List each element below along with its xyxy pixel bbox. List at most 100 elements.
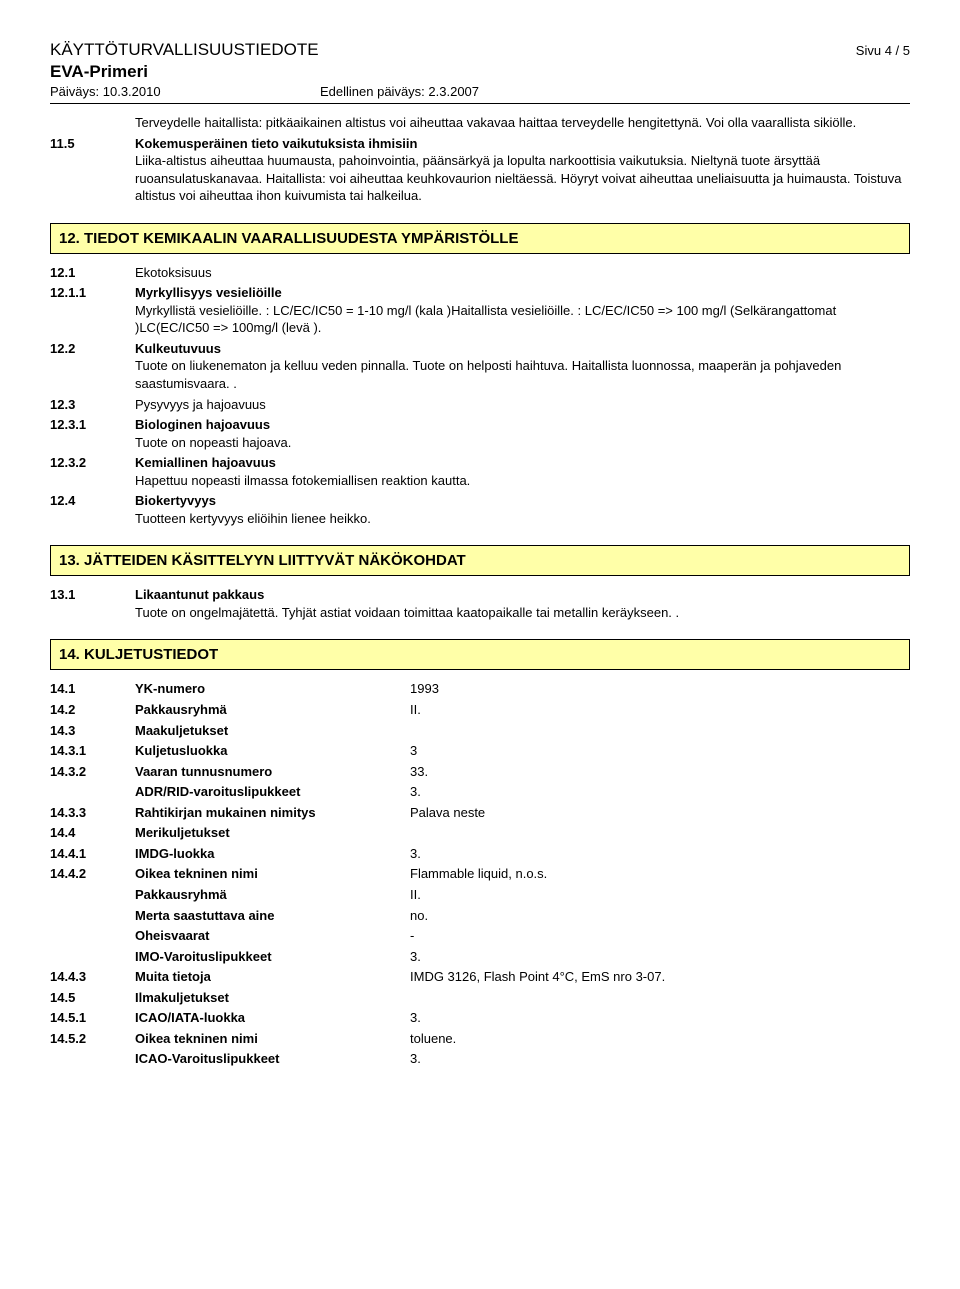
product-name: EVA-Primeri [50, 62, 910, 82]
transport-value [410, 989, 910, 1007]
transport-value: 3 [410, 742, 910, 760]
transport-row: 14.3.2Vaaran tunnusnumero33. [50, 763, 910, 781]
transport-value [410, 722, 910, 740]
transport-value: 33. [410, 763, 910, 781]
section-number: 14.1 [50, 680, 135, 698]
section-12-4-label: Biokertyvyys [135, 492, 910, 510]
section-11-intro-text: Terveydelle haitallista: pitkäaikainen a… [135, 114, 910, 132]
section-number: 12.3.2 [50, 454, 135, 489]
section-number: 14.5.2 [50, 1030, 135, 1048]
transport-row: Oheisvaarat- [50, 927, 910, 945]
section-13-header: 13. JÄTTEIDEN KÄSITTELYYN LIITTYVÄT NÄKÖ… [50, 545, 910, 576]
transport-row: 14.5Ilmakuljetukset [50, 989, 910, 1007]
transport-label: Oikea tekninen nimi [135, 865, 410, 883]
transport-label: Oikea tekninen nimi [135, 1030, 410, 1048]
transport-value: 3. [410, 845, 910, 863]
section-number: 14.2 [50, 701, 135, 719]
section-12-3-label: Pysyvyys ja hajoavuus [135, 396, 910, 414]
section-number: 14.3.2 [50, 763, 135, 781]
transport-row: 14.3.1Kuljetusluokka3 [50, 742, 910, 760]
section-12-3-1-text: Tuote on nopeasti hajoava. [135, 434, 910, 452]
transport-label: ICAO-Varoituslipukkeet [135, 1050, 410, 1068]
transport-value: Palava neste [410, 804, 910, 822]
header-divider [50, 103, 910, 104]
transport-row: PakkausryhmäII. [50, 886, 910, 904]
transport-value: no. [410, 907, 910, 925]
transport-value: 3. [410, 948, 910, 966]
transport-value: II. [410, 886, 910, 904]
section-number: 13.1 [50, 586, 135, 621]
transport-row: IMO-Varoituslipukkeet3. [50, 948, 910, 966]
transport-label: Pakkausryhmä [135, 701, 410, 719]
section-12-4-text: Tuotteen kertyvyys eliöihin lienee heikk… [135, 510, 910, 528]
section-11-5-text: Liika-altistus aiheuttaa huumausta, paho… [135, 152, 910, 205]
section-12-header: 12. TIEDOT KEMIKAALIN VAARALLISUUDESTA Y… [50, 223, 910, 254]
transport-value: 3. [410, 1009, 910, 1027]
section-number: 14.5 [50, 989, 135, 1007]
transport-label: Kuljetusluokka [135, 742, 410, 760]
transport-value: II. [410, 701, 910, 719]
transport-label: ADR/RID-varoituslipukkeet [135, 783, 410, 801]
section-13-1-label: Likaantunut pakkaus [135, 586, 910, 604]
transport-row: 14.4.1IMDG-luokka3. [50, 845, 910, 863]
transport-label: Muita tietoja [135, 968, 410, 986]
section-number: 12.3.1 [50, 416, 135, 451]
section-number: 11.5 [50, 135, 135, 205]
transport-row: 14.4.2Oikea tekninen nimiFlammable liqui… [50, 865, 910, 883]
section-number: 14.4.2 [50, 865, 135, 883]
section-number [50, 927, 135, 945]
section-12-2-label: Kulkeutuvuus [135, 340, 910, 358]
section-12-1-1-label: Myrkyllisyys vesieliöille [135, 284, 910, 302]
page-number: Sivu 4 / 5 [856, 43, 910, 58]
section-number [50, 783, 135, 801]
transport-label: YK-numero [135, 680, 410, 698]
date-current: Päiväys: 10.3.2010 [50, 84, 320, 99]
section-12-3-1-label: Biologinen hajoavuus [135, 416, 910, 434]
section-number: 12.1 [50, 264, 135, 282]
section-number: 14.3.3 [50, 804, 135, 822]
transport-label: Rahtikirjan mukainen nimitys [135, 804, 410, 822]
section-13-1-text: Tuote on ongelmajätettä. Tyhjät astiat v… [135, 604, 910, 622]
section-12-2-text: Tuote on liukenematon ja kelluu veden pi… [135, 357, 910, 392]
section-number: 12.3 [50, 396, 135, 414]
section-number: 12.1.1 [50, 284, 135, 337]
section-number [50, 114, 135, 132]
transport-value: 3. [410, 1050, 910, 1068]
section-number: 14.4 [50, 824, 135, 842]
transport-label: Pakkausryhmä [135, 886, 410, 904]
transport-value: Flammable liquid, n.o.s. [410, 865, 910, 883]
transport-label: IMDG-luokka [135, 845, 410, 863]
transport-row: 14.4.3Muita tietojaIMDG 3126, Flash Poin… [50, 968, 910, 986]
section-12-3-2-label: Kemiallinen hajoavuus [135, 454, 910, 472]
transport-row: 14.5.1ICAO/IATA-luokka3. [50, 1009, 910, 1027]
section-number: 12.4 [50, 492, 135, 527]
section-number: 12.2 [50, 340, 135, 393]
transport-value: 1993 [410, 680, 910, 698]
section-number: 14.4.3 [50, 968, 135, 986]
transport-label: Oheisvaarat [135, 927, 410, 945]
transport-row: 14.3Maakuljetukset [50, 722, 910, 740]
section-11-5-label: Kokemusperäinen tieto vaikutuksista ihmi… [135, 135, 910, 153]
section-14-header: 14. KULJETUSTIEDOT [50, 639, 910, 670]
transport-row: 14.1YK-numero1993 [50, 680, 910, 698]
section-12-3-2-text: Hapettuu nopeasti ilmassa fotokemiallise… [135, 472, 910, 490]
transport-row: 14.2PakkausryhmäII. [50, 701, 910, 719]
transport-row: ICAO-Varoituslipukkeet3. [50, 1050, 910, 1068]
transport-row: Merta saastuttava aineno. [50, 907, 910, 925]
section-number: 14.5.1 [50, 1009, 135, 1027]
doc-title: KÄYTTÖTURVALLISUUSTIEDOTE [50, 40, 319, 60]
transport-label: Merikuljetukset [135, 824, 410, 842]
section-number [50, 907, 135, 925]
section-12-1-label: Ekotoksisuus [135, 264, 910, 282]
transport-label: Vaaran tunnusnumero [135, 763, 410, 781]
transport-label: Ilmakuljetukset [135, 989, 410, 1007]
section-number [50, 948, 135, 966]
transport-row: ADR/RID-varoituslipukkeet3. [50, 783, 910, 801]
transport-value: toluene. [410, 1030, 910, 1048]
transport-value: - [410, 927, 910, 945]
date-previous: Edellinen päiväys: 2.3.2007 [320, 84, 479, 99]
section-number: 14.4.1 [50, 845, 135, 863]
section-number [50, 886, 135, 904]
transport-label: Maakuljetukset [135, 722, 410, 740]
section-number: 14.3.1 [50, 742, 135, 760]
